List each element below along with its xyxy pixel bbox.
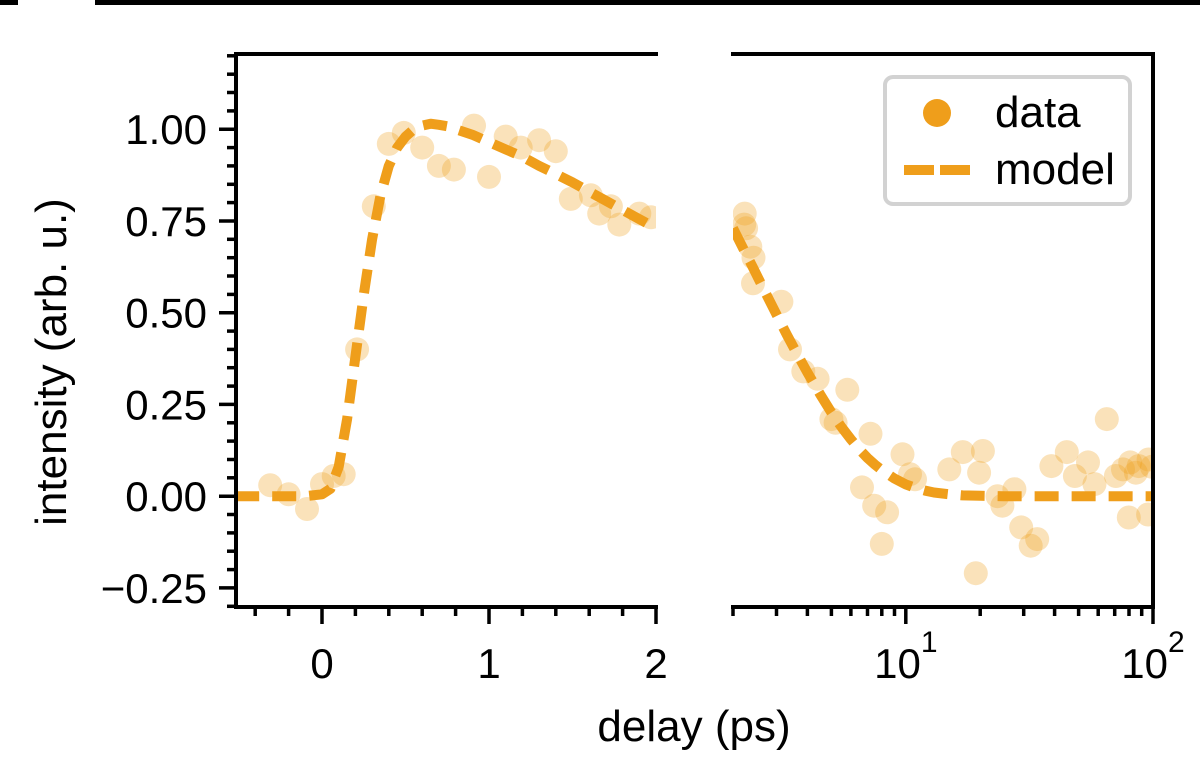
data-point [1116, 505, 1141, 530]
data-point [543, 139, 568, 164]
data-point [295, 497, 319, 521]
data-point [1076, 450, 1100, 475]
y-axis-label: intensity (arb. u.) [27, 198, 76, 526]
y-tick-label: 0.25 [125, 381, 207, 428]
data-point [1111, 457, 1135, 482]
data-point [1118, 450, 1143, 475]
y-tick-label: 0.75 [125, 198, 207, 245]
data-point [1126, 454, 1151, 479]
model-curve-right [733, 226, 1153, 502]
data-point [441, 157, 466, 182]
data-point [970, 439, 995, 463]
data-point [1094, 407, 1119, 432]
y-tick-label: 0.00 [125, 473, 207, 520]
data-point [1136, 447, 1153, 472]
data-points-right [733, 201, 1153, 586]
data-point [985, 484, 1010, 509]
data-point [869, 531, 894, 556]
data-point [426, 153, 451, 178]
data-point [875, 500, 900, 525]
y-tick-label: 1.00 [125, 106, 207, 153]
data-point [967, 460, 992, 485]
data-point [963, 561, 988, 586]
model-curve-left [236, 118, 656, 502]
data-point [950, 440, 975, 465]
data-point [477, 164, 501, 189]
data-point [937, 457, 962, 482]
y-ticks [219, 54, 236, 609]
x-tick-label: 2 [644, 640, 667, 687]
x-tick-label: 1 [477, 640, 500, 687]
data-point [410, 135, 435, 160]
legend-entry-data: data [887, 84, 1128, 141]
data-point [862, 493, 887, 518]
right-axis-spines [731, 52, 1155, 609]
legend-entry-model: model [887, 141, 1128, 198]
data-marker-icon [887, 98, 987, 127]
right-panel-data [733, 201, 1153, 586]
top-border-gap [18, 0, 95, 5]
right-x-ticks [731, 607, 1155, 624]
x-tick-label: 0 [310, 640, 333, 687]
legend-label-model: model [995, 144, 1115, 194]
data-point [558, 186, 583, 211]
legend: data model [883, 75, 1132, 206]
x-axis-label: delay (ps) [597, 702, 791, 751]
data-point [1082, 472, 1107, 497]
y-tick-label: 0.50 [125, 290, 207, 337]
data-point [890, 442, 915, 467]
y-tick-label: −0.25 [101, 565, 207, 612]
data-point [858, 421, 883, 446]
x-tick-label: 102 [1121, 626, 1184, 687]
data-point [1062, 464, 1087, 488]
model-dash-icon [887, 164, 987, 175]
data-point [1039, 454, 1064, 479]
data-point [850, 475, 874, 500]
left-panel-data [236, 113, 656, 521]
data-point [1139, 454, 1153, 479]
data-point [1018, 533, 1043, 558]
data-point [376, 131, 401, 156]
data-point [1009, 515, 1034, 540]
left-axis-spines [234, 52, 658, 609]
legend-label-data: data [995, 87, 1081, 137]
data-points-left [258, 113, 656, 521]
left-x-ticks [253, 607, 658, 624]
data-point [587, 201, 612, 226]
top-border-bar [0, 0, 1200, 5]
data-point [1123, 460, 1148, 485]
data-point [1103, 464, 1128, 488]
data-point [1025, 527, 1050, 552]
data-point [1136, 502, 1153, 527]
data-point [527, 128, 552, 153]
x-tick-label: 101 [874, 626, 937, 687]
data-point [607, 212, 632, 237]
data-point [1054, 440, 1079, 465]
data-point [733, 201, 757, 226]
data-point [835, 377, 860, 402]
